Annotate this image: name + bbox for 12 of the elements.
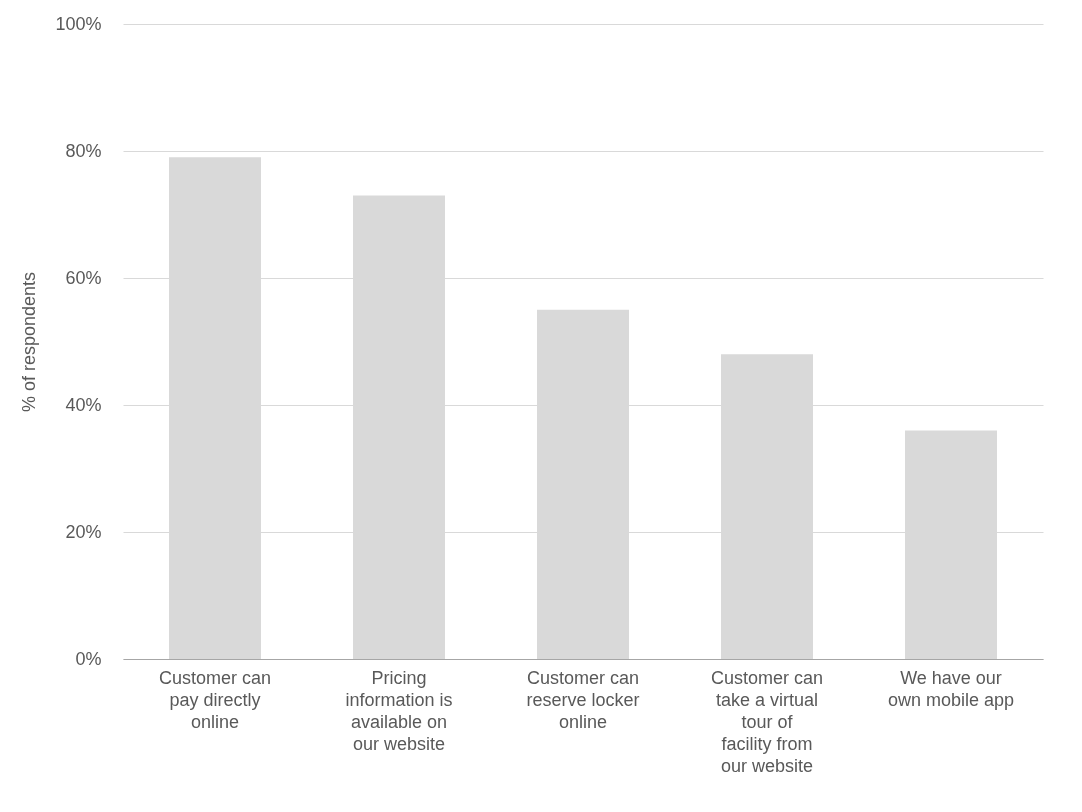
y-tick-label: 0% bbox=[75, 648, 102, 669]
x-tick-label: Customer can reserve locker online bbox=[526, 667, 640, 732]
y-tick-label: 100% bbox=[55, 13, 102, 34]
y-tick-label: 40% bbox=[65, 394, 102, 415]
x-tick-label: Pricing information is available on our website bbox=[345, 667, 453, 754]
y-tick-label: 80% bbox=[65, 140, 102, 161]
x-tick-label: We have our own mobile app bbox=[887, 667, 1015, 710]
y-axis-title: % of respondents bbox=[19, 271, 40, 413]
y-tick-label: 20% bbox=[65, 521, 102, 542]
y-tick-label: 60% bbox=[65, 267, 102, 288]
x-tick-label: Customer can take a virtual tour of facility from our website bbox=[710, 667, 824, 776]
x-tick-label: Customer can pay directly online bbox=[158, 667, 272, 732]
